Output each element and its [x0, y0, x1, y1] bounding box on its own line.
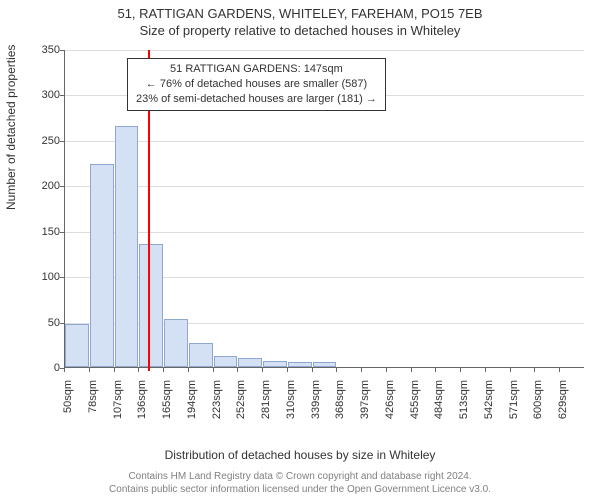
x-tick-label: 571sqm [508, 380, 520, 424]
x-tick-label: 542sqm [483, 380, 495, 424]
y-axis-label: Number of detached properties [4, 45, 18, 210]
x-tick-label: 136sqm [136, 380, 148, 424]
y-tick-label: 0 [24, 362, 60, 374]
chart-container: 51 RATTIGAN GARDENS: 147sqm ← 76% of det… [48, 44, 588, 414]
x-tick-mark [336, 368, 337, 372]
x-tick-label: 426sqm [384, 380, 396, 424]
x-axis-label: Distribution of detached houses by size … [0, 448, 600, 462]
y-tick-mark [60, 186, 64, 187]
y-tick-label: 300 [24, 89, 60, 101]
x-tick-label: 78sqm [87, 380, 99, 424]
x-tick-mark [435, 368, 436, 372]
x-tick-label: 165sqm [161, 380, 173, 424]
y-tick-label: 50 [24, 317, 60, 329]
y-tick-mark [60, 323, 64, 324]
histogram-bar [238, 358, 262, 367]
x-tick-mark [510, 368, 511, 372]
x-tick-mark [411, 368, 412, 372]
x-tick-label: 310sqm [285, 380, 297, 424]
annotation-line-1: 51 RATTIGAN GARDENS: 147sqm [136, 62, 377, 77]
x-tick-label: 513sqm [458, 380, 470, 424]
x-tick-label: 455sqm [409, 380, 421, 424]
x-tick-label: 223sqm [211, 380, 223, 424]
page-title: 51, RATTIGAN GARDENS, WHITELEY, FAREHAM,… [0, 0, 600, 21]
footer-line-1: Contains HM Land Registry data © Crown c… [0, 470, 600, 483]
x-tick-label: 339sqm [310, 380, 322, 424]
histogram-bar [214, 356, 238, 367]
x-tick-mark [559, 368, 560, 372]
annotation-box: 51 RATTIGAN GARDENS: 147sqm ← 76% of det… [127, 58, 386, 111]
gridline [65, 186, 584, 187]
histogram-bar [139, 244, 163, 367]
y-tick-label: 150 [24, 226, 60, 238]
y-tick-label: 100 [24, 271, 60, 283]
x-tick-label: 629sqm [557, 380, 569, 424]
x-tick-mark [485, 368, 486, 372]
gridline [65, 141, 584, 142]
x-tick-mark [213, 368, 214, 372]
x-tick-mark [89, 368, 90, 372]
y-tick-mark [60, 50, 64, 51]
gridline [65, 50, 584, 51]
y-tick-label: 200 [24, 180, 60, 192]
x-tick-label: 252sqm [235, 380, 247, 424]
x-tick-mark [114, 368, 115, 372]
histogram-bar [313, 362, 337, 367]
x-tick-mark [262, 368, 263, 372]
histogram-bar [263, 361, 287, 367]
x-tick-label: 368sqm [334, 380, 346, 424]
x-tick-label: 281sqm [260, 380, 272, 424]
x-tick-mark [138, 368, 139, 372]
x-tick-mark [237, 368, 238, 372]
footer-line-2: Contains public sector information licen… [0, 483, 600, 496]
x-tick-mark [163, 368, 164, 372]
plot-area: 51 RATTIGAN GARDENS: 147sqm ← 76% of det… [64, 50, 584, 368]
y-tick-mark [60, 141, 64, 142]
x-tick-label: 107sqm [112, 380, 124, 424]
x-tick-mark [361, 368, 362, 372]
x-tick-mark [386, 368, 387, 372]
footer: Contains HM Land Registry data © Crown c… [0, 470, 600, 496]
y-tick-mark [60, 277, 64, 278]
y-tick-mark [60, 95, 64, 96]
x-tick-mark [534, 368, 535, 372]
x-tick-label: 50sqm [62, 380, 74, 424]
x-tick-label: 194sqm [186, 380, 198, 424]
x-tick-mark [460, 368, 461, 372]
x-tick-mark [287, 368, 288, 372]
x-tick-mark [188, 368, 189, 372]
histogram-bar [288, 362, 312, 367]
page-subtitle: Size of property relative to detached ho… [0, 21, 600, 38]
x-tick-label: 600sqm [532, 380, 544, 424]
histogram-bar [65, 324, 89, 367]
gridline [65, 232, 584, 233]
histogram-bar [115, 126, 139, 367]
histogram-bar [189, 343, 213, 367]
x-tick-mark [64, 368, 65, 372]
x-tick-label: 397sqm [359, 380, 371, 424]
annotation-line-3: 23% of semi-detached houses are larger (… [136, 92, 377, 107]
x-tick-label: 484sqm [433, 380, 445, 424]
y-tick-label: 250 [24, 135, 60, 147]
annotation-line-2: ← 76% of detached houses are smaller (58… [136, 77, 377, 92]
histogram-bar [90, 164, 114, 367]
y-tick-mark [60, 232, 64, 233]
histogram-bar [164, 319, 188, 367]
x-tick-mark [312, 368, 313, 372]
y-tick-label: 350 [24, 44, 60, 56]
